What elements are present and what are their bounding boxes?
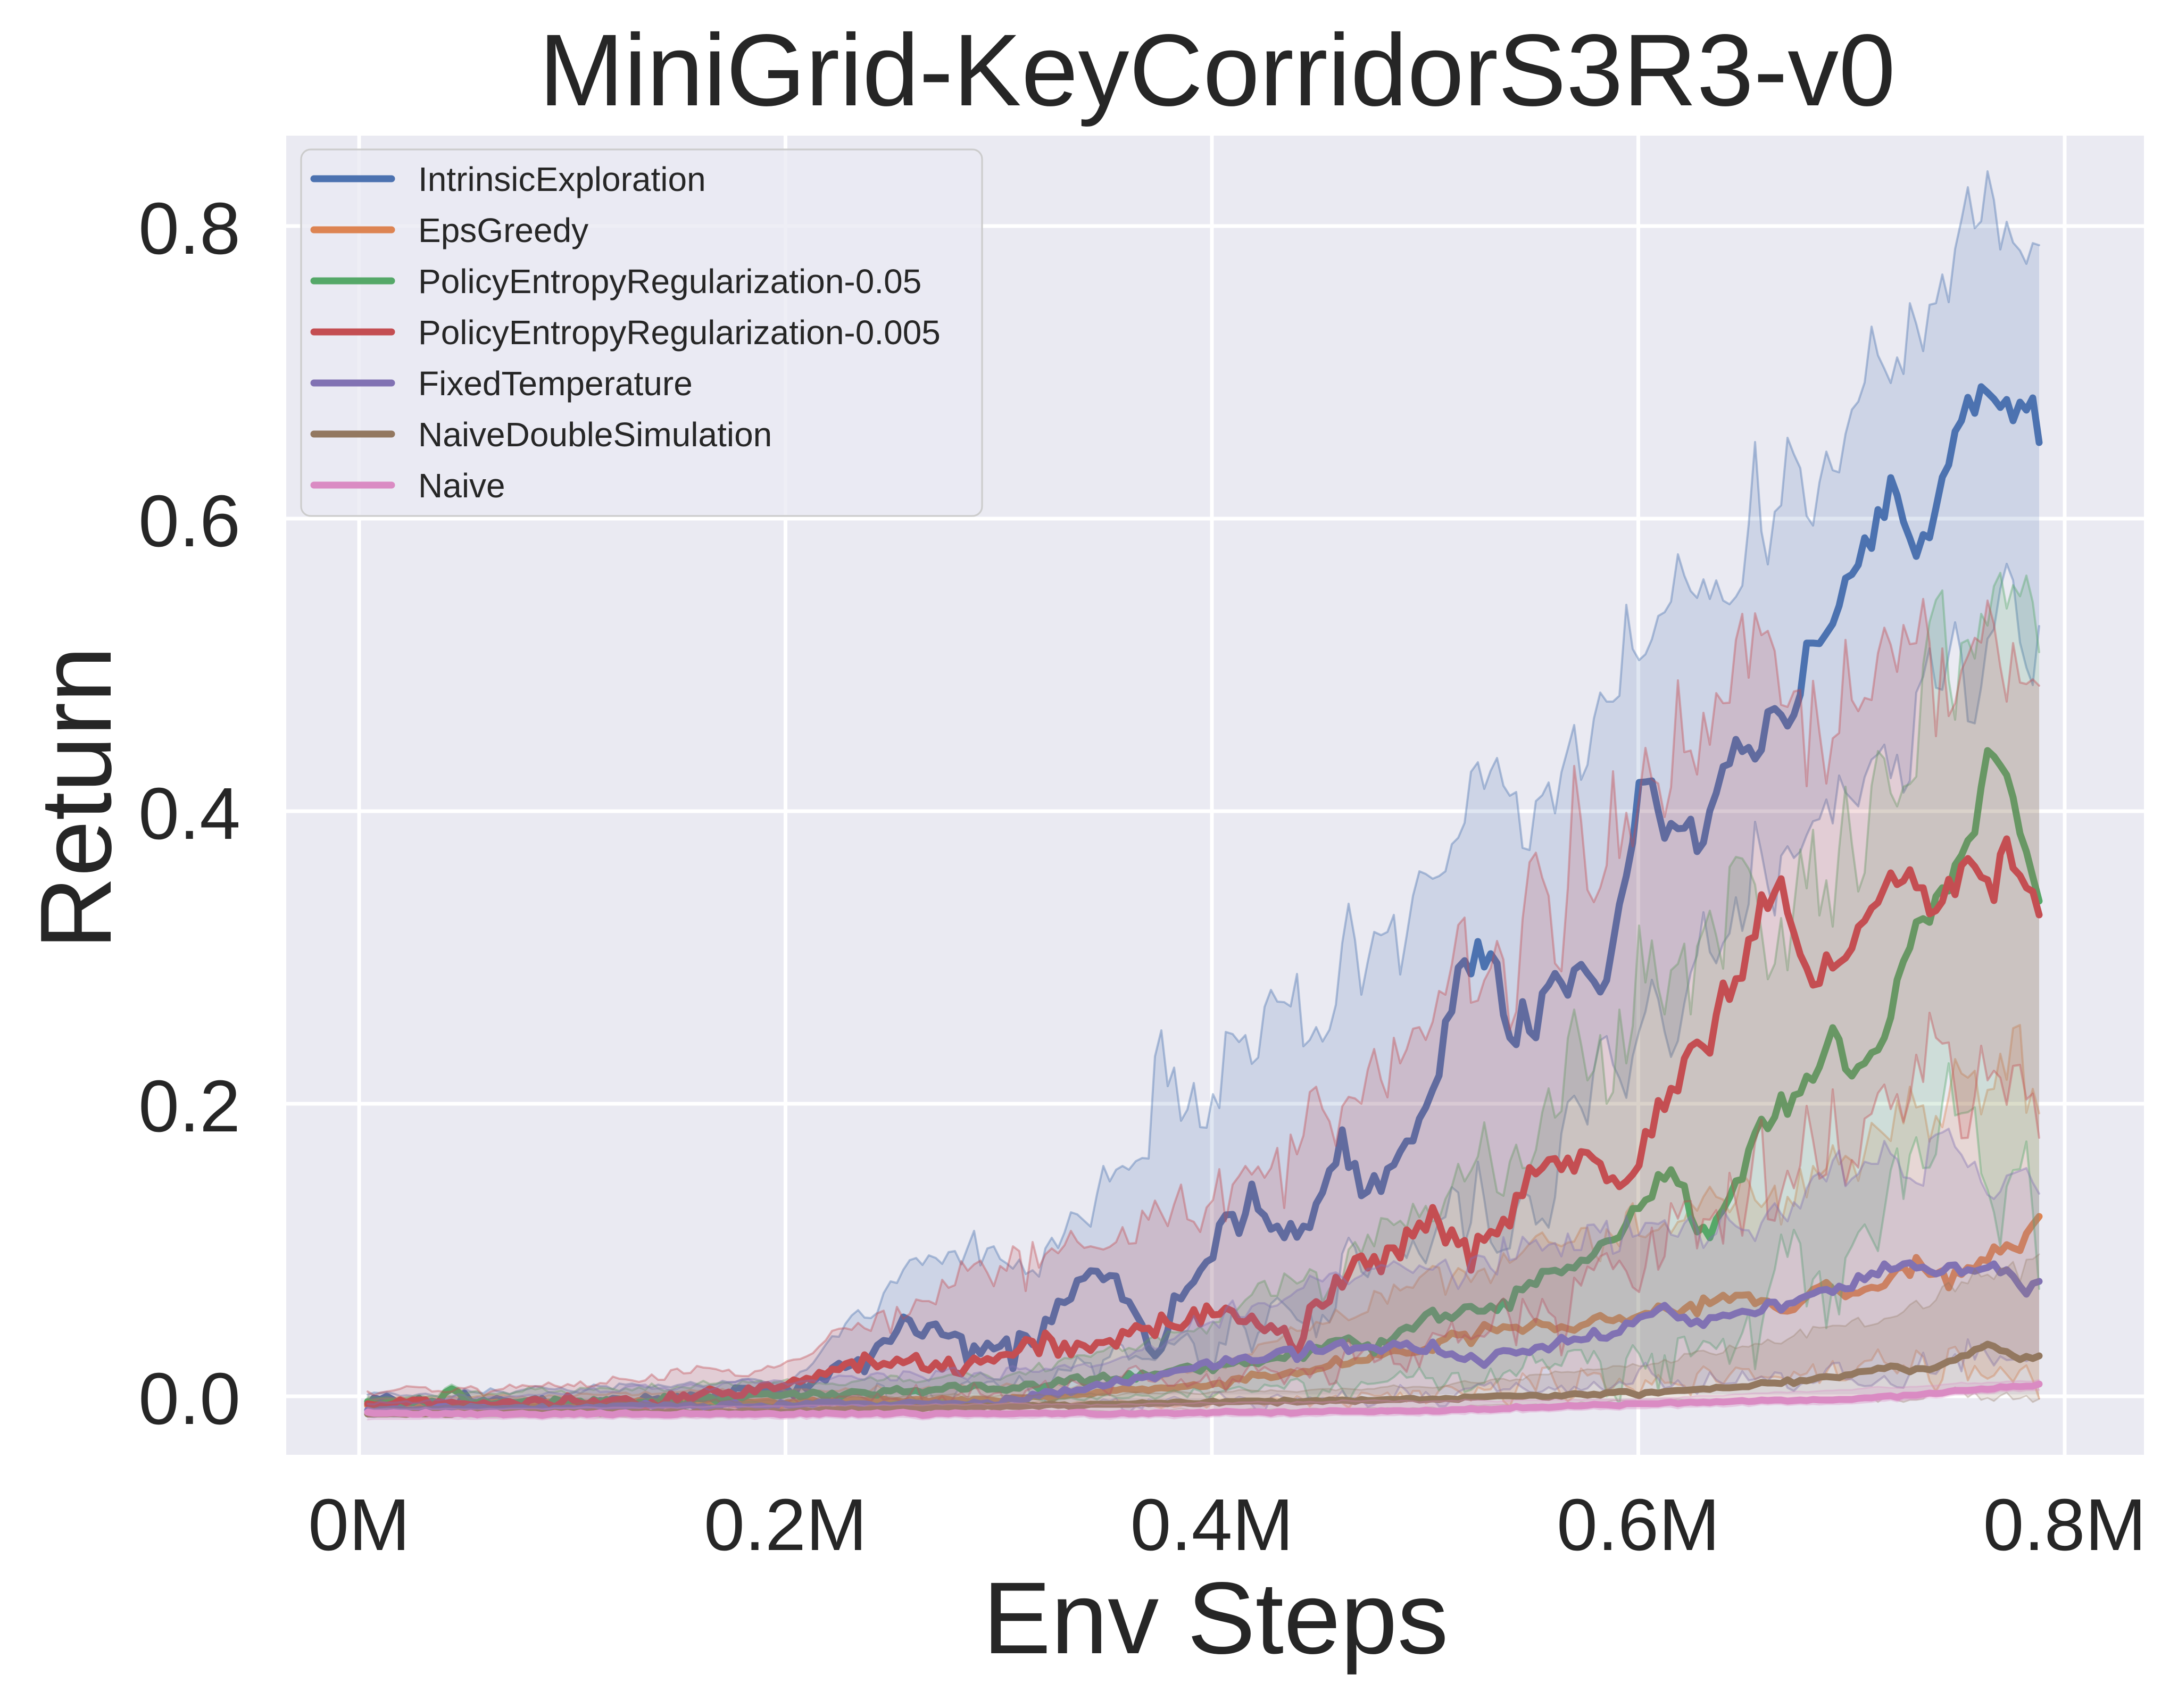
- svg-text:0.4M: 0.4M: [1130, 1484, 1294, 1566]
- svg-text:0.0: 0.0: [138, 1358, 240, 1440]
- svg-text:0.4: 0.4: [138, 773, 240, 855]
- svg-text:0M: 0M: [308, 1484, 410, 1566]
- svg-text:NaiveDoubleSimulation: NaiveDoubleSimulation: [418, 415, 772, 454]
- svg-text:0.2M: 0.2M: [704, 1484, 867, 1566]
- svg-text:PolicyEntropyRegularization-0.: PolicyEntropyRegularization-0.05: [418, 262, 921, 301]
- svg-text:0.2: 0.2: [138, 1065, 240, 1147]
- svg-text:0.8: 0.8: [138, 188, 240, 270]
- svg-text:Return: Return: [20, 646, 132, 949]
- svg-text:Naive: Naive: [418, 466, 505, 505]
- svg-text:EpsGreedy: EpsGreedy: [418, 211, 588, 249]
- svg-text:IntrinsicExploration: IntrinsicExploration: [418, 160, 706, 198]
- svg-text:0.8M: 0.8M: [1983, 1484, 2147, 1566]
- svg-text:PolicyEntropyRegularization-0.: PolicyEntropyRegularization-0.005: [418, 313, 941, 352]
- svg-text:FixedTemperature: FixedTemperature: [418, 364, 693, 403]
- svg-text:0.6M: 0.6M: [1557, 1484, 1720, 1566]
- svg-text:MiniGrid-KeyCorridorS3R3-v0: MiniGrid-KeyCorridorS3R3-v0: [539, 13, 1896, 127]
- svg-text:Env Steps: Env Steps: [983, 1561, 1448, 1675]
- svg-text:0.6: 0.6: [138, 480, 240, 562]
